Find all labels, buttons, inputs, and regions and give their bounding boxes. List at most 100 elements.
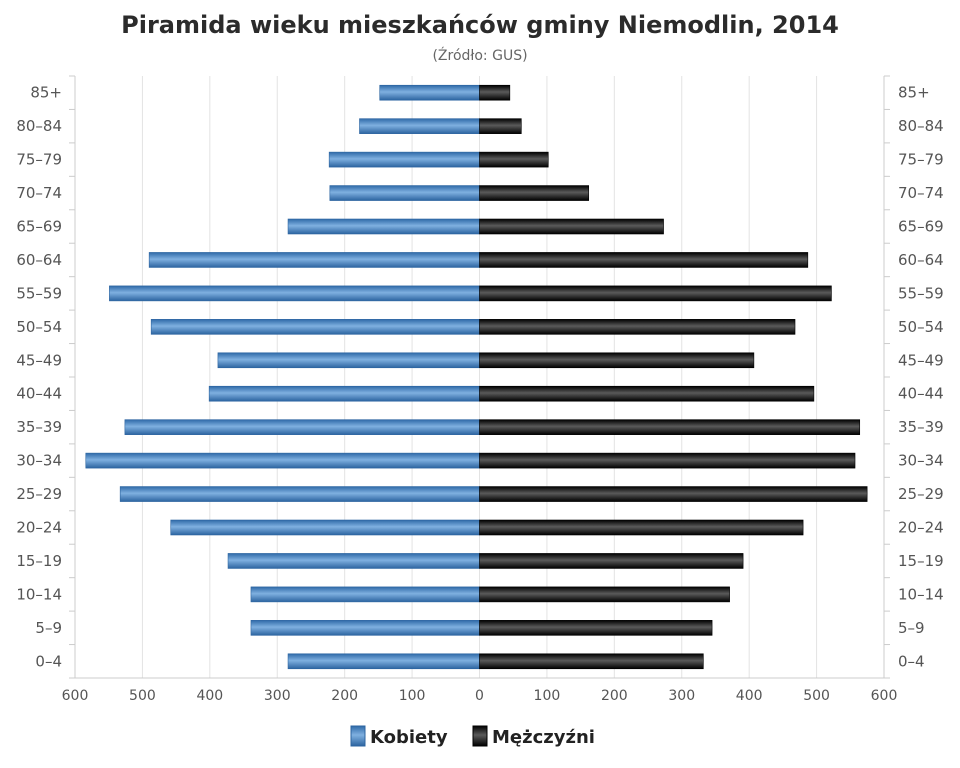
x-tick-label: 0 <box>475 688 484 704</box>
bar-kobiety[interactable] <box>250 620 480 636</box>
bar-mezczyzni[interactable] <box>479 151 549 168</box>
bar-mezczyzni[interactable] <box>479 653 704 670</box>
bar-mezczyzni[interactable] <box>479 519 804 536</box>
bar-kobiety[interactable] <box>287 653 480 670</box>
y-tick-label: 85+ <box>898 84 930 102</box>
y-tick-label: 30–34 <box>16 452 62 470</box>
bar-kobiety[interactable] <box>250 586 480 603</box>
legend-swatch-kobiety <box>350 725 366 747</box>
bar-mezczyzni[interactable] <box>479 319 796 335</box>
y-tick-label: 55–59 <box>16 284 62 302</box>
bar-mezczyzni[interactable] <box>479 252 809 268</box>
x-tick-label: 200 <box>601 688 628 704</box>
bar-mezczyzni[interactable] <box>479 620 713 636</box>
bar-kobiety[interactable] <box>119 486 480 502</box>
y-tick-label: 45–49 <box>898 351 944 369</box>
x-tick-label: 600 <box>871 688 898 704</box>
y-tick-label: 5–9 <box>898 619 925 637</box>
x-tick-label: 300 <box>668 688 695 704</box>
bar-kobiety[interactable] <box>287 218 480 235</box>
chart-subtitle: (Źródło: GUS) <box>432 46 527 64</box>
bar-kobiety[interactable] <box>85 452 480 469</box>
y-tick-label: 60–64 <box>898 251 944 269</box>
y-tick-label: 75–79 <box>16 151 62 169</box>
y-tick-label: 80–84 <box>898 117 944 135</box>
x-tick-label: 500 <box>803 688 830 704</box>
bar-kobiety[interactable] <box>359 118 480 134</box>
y-tick-label: 70–74 <box>898 184 944 202</box>
y-tick-label: 20–24 <box>898 519 944 537</box>
legend-label-mezczyzni: Mężczyźni <box>492 727 595 748</box>
y-tick-label: 20–24 <box>16 519 62 537</box>
y-tick-label: 35–39 <box>16 418 62 436</box>
y-tick-label: 80–84 <box>16 117 62 135</box>
y-tick-label: 15–19 <box>898 552 944 570</box>
y-tick-label: 10–14 <box>16 585 62 603</box>
y-tick-label: 40–44 <box>16 385 62 403</box>
x-tick-label: 200 <box>331 688 358 704</box>
x-tick-label: 500 <box>129 688 156 704</box>
x-tick-label: 400 <box>736 688 763 704</box>
bar-kobiety[interactable] <box>124 419 480 435</box>
y-tick-label: 60–64 <box>16 251 62 269</box>
bar-kobiety[interactable] <box>227 553 480 569</box>
y-tick-label: 25–29 <box>898 485 944 503</box>
y-tick-label: 50–54 <box>16 318 62 336</box>
y-tick-label: 40–44 <box>898 385 944 403</box>
bar-kobiety[interactable] <box>329 185 480 201</box>
bar-mezczyzni[interactable] <box>479 84 511 101</box>
bar-mezczyzni[interactable] <box>479 586 730 603</box>
y-tick-label: 65–69 <box>16 218 62 236</box>
y-tick-label: 0–4 <box>898 652 925 670</box>
legend-label-kobiety: Kobiety <box>370 727 448 748</box>
chart-title: Piramida wieku mieszkańców gminy Niemodl… <box>121 11 839 39</box>
bar-kobiety[interactable] <box>170 519 480 536</box>
y-tick-label: 30–34 <box>898 452 944 470</box>
y-tick-label: 55–59 <box>898 284 944 302</box>
bars <box>85 84 868 670</box>
y-tick-label: 35–39 <box>898 418 944 436</box>
legend-item-mezczyzni[interactable]: Mężczyźni <box>472 725 595 748</box>
bar-kobiety[interactable] <box>217 352 480 369</box>
bar-kobiety[interactable] <box>208 385 480 402</box>
x-tick-labels: 600 500 400 300 200 100 0 100 200 300 400 500 600 <box>62 688 898 704</box>
legend-item-kobiety[interactable]: Kobiety <box>350 725 448 748</box>
legend[interactable]: Kobiety Mężczyźni <box>350 725 595 748</box>
bar-kobiety[interactable] <box>148 252 480 268</box>
x-tick-label: 100 <box>399 688 426 704</box>
bar-mezczyzni[interactable] <box>479 285 832 302</box>
x-tick-label: 400 <box>196 688 223 704</box>
bar-kobiety[interactable] <box>328 151 480 168</box>
y-tick-label: 25–29 <box>16 485 62 503</box>
bar-kobiety[interactable] <box>150 319 480 335</box>
y-tick-labels-right: 0–4 5–9 10–14 15–19 20–24 25–29 30–34 35–39 40–4… <box>898 84 944 671</box>
bar-mezczyzni[interactable] <box>479 218 664 235</box>
y-tick-label: 70–74 <box>16 184 62 202</box>
y-tick-label: 45–49 <box>16 351 62 369</box>
y-tick-label: 85+ <box>30 84 62 102</box>
bar-kobiety[interactable] <box>109 285 480 302</box>
bar-kobiety[interactable] <box>379 84 480 101</box>
y-tick-label: 75–79 <box>898 151 944 169</box>
y-tick-label: 65–69 <box>898 218 944 236</box>
y-tick-labels-left: 0–4 5–9 10–14 15–19 20–24 25–29 30–34 35–39 40–4… <box>16 84 62 671</box>
bar-mezczyzni[interactable] <box>479 118 522 134</box>
y-tick-label: 5–9 <box>35 619 62 637</box>
bar-mezczyzni[interactable] <box>479 185 590 201</box>
bar-mezczyzni[interactable] <box>479 553 744 569</box>
x-tick-label: 600 <box>62 688 89 704</box>
bar-mezczyzni[interactable] <box>479 352 755 369</box>
bar-mezczyzni[interactable] <box>479 385 815 402</box>
y-tick-label: 10–14 <box>898 585 944 603</box>
y-tick-label: 50–54 <box>898 318 944 336</box>
y-tick-label: 15–19 <box>16 552 62 570</box>
y-tick-label: 0–4 <box>35 652 62 670</box>
legend-swatch-mezczyzni <box>472 725 488 747</box>
bar-mezczyzni[interactable] <box>479 486 868 502</box>
x-tick-label: 100 <box>534 688 561 704</box>
plot-axes <box>69 75 890 679</box>
bar-mezczyzni[interactable] <box>479 419 861 435</box>
x-tick-label: 300 <box>264 688 291 704</box>
bar-mezczyzni[interactable] <box>479 452 856 469</box>
